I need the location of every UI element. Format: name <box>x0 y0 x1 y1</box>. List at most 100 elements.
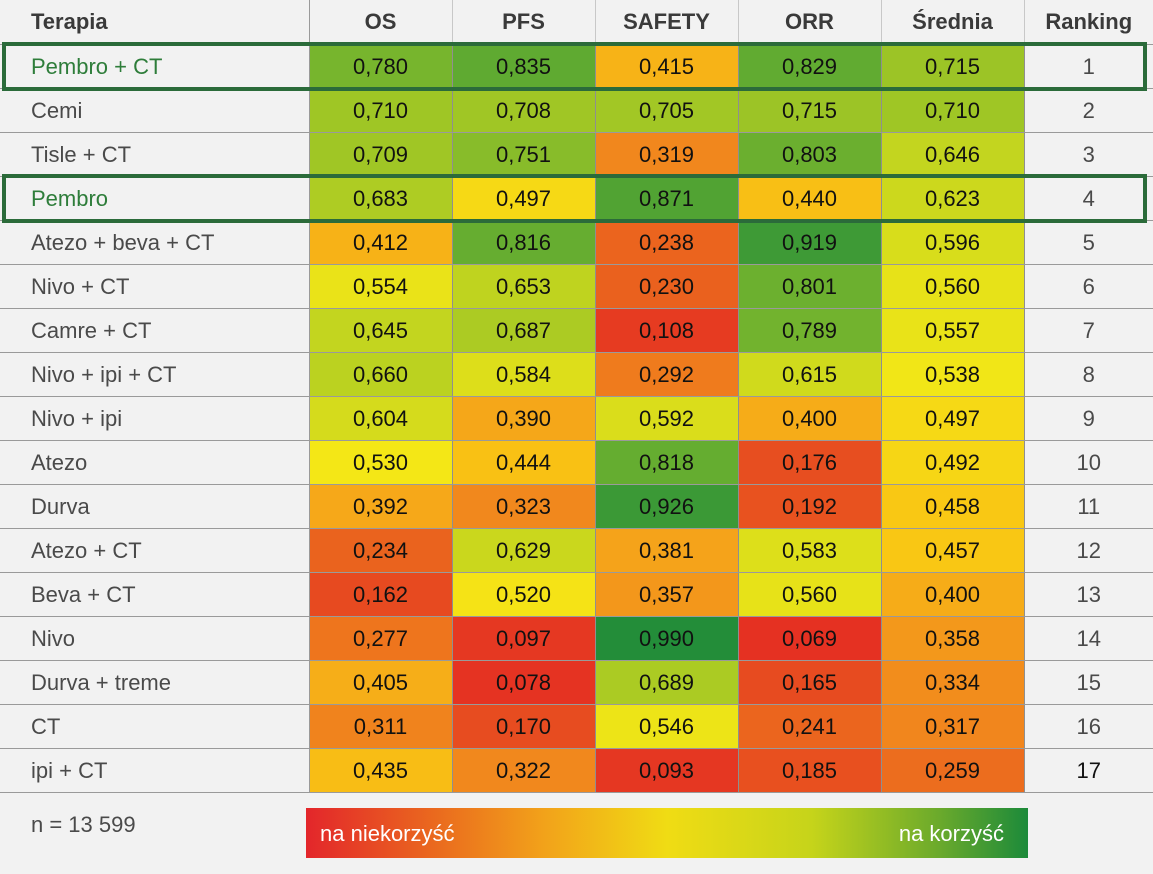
heatmap-cell: 0,546 <box>595 704 739 749</box>
heatmap-cell: 0,292 <box>595 352 739 397</box>
table-row: Durva 0,392 0,323 0,926 0,192 0,458 11 <box>0 484 1153 529</box>
table-row: Atezo 0,530 0,444 0,818 0,176 0,492 10 <box>0 440 1153 485</box>
table-row: Beva + CT 0,162 0,520 0,357 0,560 0,400 13 <box>0 572 1153 617</box>
ranking-cell: 7 <box>1023 308 1153 353</box>
heatmap-cell: 0,710 <box>881 88 1025 133</box>
heatmap-cell: 0,801 <box>738 264 882 309</box>
table-row: ipi + CT 0,435 0,322 0,093 0,185 0,259 17 <box>0 748 1153 793</box>
ranking-cell: 3 <box>1023 132 1153 177</box>
heatmap-cell: 0,400 <box>881 572 1025 617</box>
heatmap-cell: 0,623 <box>881 176 1025 221</box>
table-row: Camre + CT 0,645 0,687 0,108 0,789 0,557 7 <box>0 308 1153 353</box>
column-header-5: Średnia <box>881 0 1025 45</box>
heatmap-cell: 0,390 <box>452 396 596 441</box>
heatmap-cell: 0,170 <box>452 704 596 749</box>
ranking-cell: 12 <box>1023 528 1153 573</box>
therapy-name: Beva + CT <box>0 572 310 617</box>
heatmap-cell: 0,709 <box>309 132 453 177</box>
heatmap-cell: 0,405 <box>309 660 453 705</box>
sample-size-note: n = 13 599 <box>31 812 136 837</box>
heatmap-cell: 0,357 <box>595 572 739 617</box>
column-header-2: PFS <box>452 0 596 45</box>
heatmap-cell: 0,818 <box>595 440 739 485</box>
heatmap-cell: 0,615 <box>738 352 882 397</box>
column-header-0: Terapia <box>0 0 310 45</box>
table-row: Atezo + CT 0,234 0,629 0,381 0,583 0,457 12 <box>0 528 1153 573</box>
heatmap-cell: 0,334 <box>881 660 1025 705</box>
ranking-cell: 15 <box>1023 660 1153 705</box>
heatmap-cell: 0,238 <box>595 220 739 265</box>
header-row: Terapia OS PFS SAFETY ORR Średnia Ranking <box>0 0 1153 45</box>
heatmap-cell: 0,871 <box>595 176 739 221</box>
heatmap-cell: 0,241 <box>738 704 882 749</box>
heatmap-cell: 0,629 <box>452 528 596 573</box>
therapy-name: Durva + treme <box>0 660 310 705</box>
therapy-name: Pembro + CT <box>0 44 310 89</box>
heatmap-cell: 0,412 <box>309 220 453 265</box>
heatmap-cell: 0,317 <box>881 704 1025 749</box>
ranking-cell: 13 <box>1023 572 1153 617</box>
heatmap-cell: 0,780 <box>309 44 453 89</box>
table-row: CT 0,311 0,170 0,546 0,241 0,317 16 <box>0 704 1153 749</box>
heatmap-cell: 0,645 <box>309 308 453 353</box>
heatmap-cell: 0,277 <box>309 616 453 661</box>
heatmap-cell: 0,358 <box>881 616 1025 661</box>
heatmap-cell: 0,323 <box>452 484 596 529</box>
heatmap-cell: 0,557 <box>881 308 1025 353</box>
heatmap-cell: 0,078 <box>452 660 596 705</box>
column-header-3: SAFETY <box>595 0 739 45</box>
heatmap-cell: 0,435 <box>309 748 453 793</box>
heatmap-cell: 0,689 <box>595 660 739 705</box>
heatmap-cell: 0,926 <box>595 484 739 529</box>
table-row: Durva + treme 0,405 0,078 0,689 0,165 0,334 15 <box>0 660 1153 705</box>
heatmap-cell: 0,192 <box>738 484 882 529</box>
heatmap-cell: 0,497 <box>881 396 1025 441</box>
heatmap-cell: 0,560 <box>881 264 1025 309</box>
heatmap-cell: 0,687 <box>452 308 596 353</box>
therapy-name: Nivo + CT <box>0 264 310 309</box>
heatmap-cell: 0,990 <box>595 616 739 661</box>
heatmap-cell: 0,520 <box>452 572 596 617</box>
therapy-name: Atezo + beva + CT <box>0 220 310 265</box>
table-row: Nivo 0,277 0,097 0,990 0,069 0,358 14 <box>0 616 1153 661</box>
therapy-name: Cemi <box>0 88 310 133</box>
ranking-cell: 1 <box>1023 44 1153 89</box>
heatmap-cell: 0,234 <box>309 528 453 573</box>
heatmap-cell: 0,108 <box>595 308 739 353</box>
heatmap-cell: 0,538 <box>881 352 1025 397</box>
heatmap-cell: 0,683 <box>309 176 453 221</box>
heatmap-cell: 0,311 <box>309 704 453 749</box>
heatmap-cell: 0,400 <box>738 396 882 441</box>
table-row: Pembro 0,683 0,497 0,871 0,440 0,623 4 <box>0 176 1153 221</box>
ranking-cell: 16 <box>1023 704 1153 749</box>
table-row: Atezo + beva + CT 0,412 0,816 0,238 0,919 0,5… <box>0 220 1153 265</box>
heatmap-cell: 0,392 <box>309 484 453 529</box>
heatmap-cell: 0,751 <box>452 132 596 177</box>
ranking-cell: 10 <box>1023 440 1153 485</box>
heatmap-cell: 0,497 <box>452 176 596 221</box>
heatmap-cell: 0,093 <box>595 748 739 793</box>
heatmap-cell: 0,381 <box>595 528 739 573</box>
table-row: Cemi 0,710 0,708 0,705 0,715 0,710 2 <box>0 88 1153 133</box>
ranking-cell: 14 <box>1023 616 1153 661</box>
heatmap-cell: 0,440 <box>738 176 882 221</box>
heatmap-cell: 0,705 <box>595 88 739 133</box>
therapy-name: Camre + CT <box>0 308 310 353</box>
table-row: Nivo + CT 0,554 0,653 0,230 0,801 0,560 6 <box>0 264 1153 309</box>
heatmap-cell: 0,653 <box>452 264 596 309</box>
therapy-name: Nivo + ipi <box>0 396 310 441</box>
ranking-cell: 9 <box>1023 396 1153 441</box>
heatmap-cell: 0,069 <box>738 616 882 661</box>
heatmap-cell: 0,444 <box>452 440 596 485</box>
heatmap-cell: 0,322 <box>452 748 596 793</box>
therapy-name: Nivo + ipi + CT <box>0 352 310 397</box>
column-header-4: ORR <box>738 0 882 45</box>
ranking-cell: 6 <box>1023 264 1153 309</box>
color-scale-legend: na niekorzyść na korzyść <box>306 808 1028 858</box>
therapy-name: Tisle + CT <box>0 132 310 177</box>
legend-low-label: na niekorzyść <box>320 821 455 846</box>
ranking-cell: 4 <box>1023 176 1153 221</box>
table-row: Nivo + ipi 0,604 0,390 0,592 0,400 0,497 9 <box>0 396 1153 441</box>
heatmap-cell: 0,835 <box>452 44 596 89</box>
heatmap-cell: 0,660 <box>309 352 453 397</box>
